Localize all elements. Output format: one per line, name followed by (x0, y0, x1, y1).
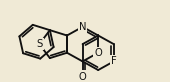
Text: O: O (94, 48, 102, 58)
Text: F: F (111, 56, 117, 66)
Text: O: O (79, 72, 87, 82)
Text: S: S (36, 39, 42, 49)
Text: N: N (79, 22, 86, 32)
